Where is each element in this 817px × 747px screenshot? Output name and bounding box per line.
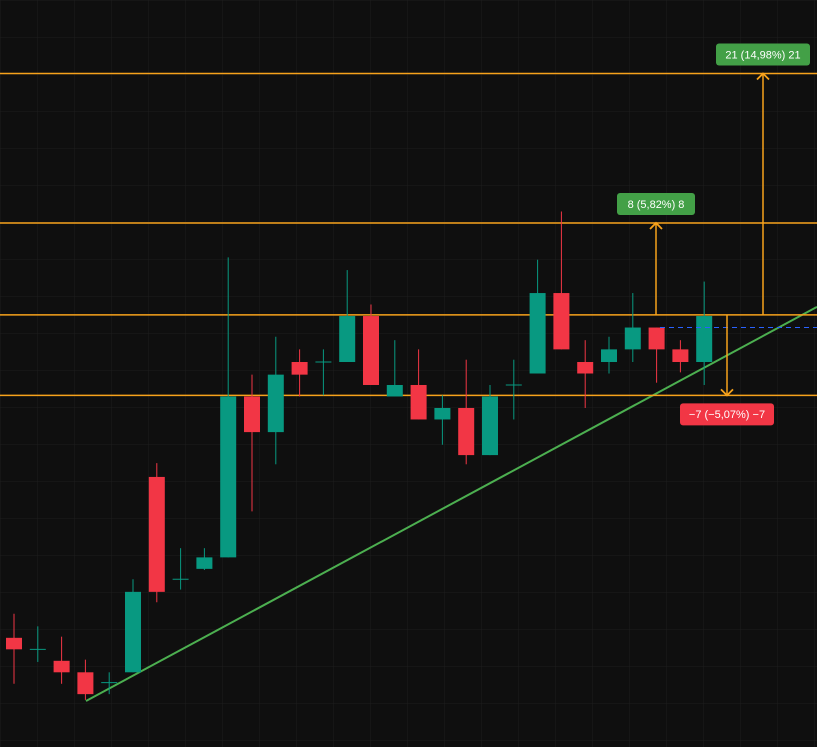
measure-label-box	[680, 403, 774, 426]
candle-body	[291, 362, 308, 375]
measure-label-box	[716, 43, 810, 66]
measure-label-text: −7 (−5,07%) −7	[689, 409, 765, 421]
measure-label-text: 21 (14,98%) 21	[725, 49, 800, 61]
candle-body	[482, 396, 498, 456]
candle-body	[553, 293, 570, 350]
candle-body	[434, 407, 451, 420]
candle-body	[601, 349, 617, 363]
candle-body	[363, 316, 379, 385]
candle-body	[196, 557, 213, 569]
candle-body	[458, 407, 475, 456]
measure-label: −7 (−5,07%) −7	[680, 403, 774, 426]
measure-label-text: 8 (5,82%) 8	[628, 199, 685, 211]
candle-body	[696, 316, 713, 363]
trend-line	[85, 305, 817, 702]
candle-body	[77, 672, 94, 695]
candle-body	[125, 591, 141, 673]
candle-body	[6, 637, 22, 650]
measure-label: 21 (14,98%) 21	[716, 43, 810, 66]
candle-body	[244, 396, 260, 433]
candle-body	[386, 384, 403, 397]
measure-label: 8 (5,82%) 8	[617, 192, 695, 215]
candle-body	[529, 293, 546, 374]
candle-body	[577, 362, 594, 374]
candle-body	[624, 327, 641, 350]
candle-body	[220, 396, 237, 558]
candle-body	[267, 374, 284, 433]
candle-body	[339, 316, 356, 363]
candle-body	[672, 349, 689, 363]
candle-body	[648, 327, 665, 350]
measure-label-box	[617, 192, 695, 215]
candle-body	[148, 476, 165, 592]
candle-body	[410, 384, 427, 420]
candle-body	[53, 660, 70, 673]
